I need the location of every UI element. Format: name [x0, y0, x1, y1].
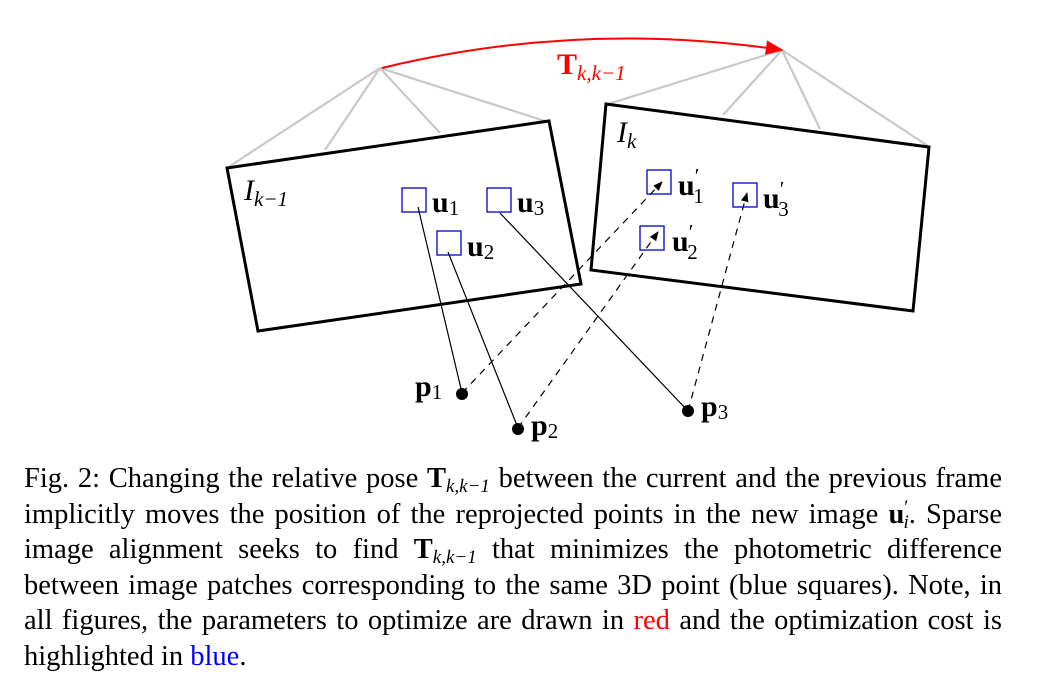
label-p1: p1 [415, 370, 442, 404]
reprojection-lines [461, 181, 749, 429]
caption-pose-symbol-2: T [413, 534, 433, 565]
patch-u2-prime [639, 225, 665, 251]
label-u3: u3 [517, 186, 544, 220]
caption-u-prime: ′ [904, 496, 909, 518]
label-u2: u2 [467, 230, 494, 264]
prev-frame [225, 119, 583, 333]
label-p3: p3 [701, 390, 728, 424]
transform-label: Tk,k−1 [557, 48, 626, 85]
prev-frame-label: Ik−1 [243, 174, 288, 211]
patch-u1 [401, 187, 427, 213]
label-u1-prime: u′ 1 [678, 164, 704, 208]
point-p3 [682, 405, 694, 417]
point-p2 [512, 423, 524, 435]
caption-part3: that minimizes the photometric differenc… [24, 534, 1002, 636]
caption-suffix: . [239, 640, 247, 672]
transform-arrow [381, 37, 784, 69]
point-p1 [456, 388, 468, 400]
caption-part1: between the current and the previous fra… [24, 463, 1002, 530]
caption-red-word: red [633, 605, 670, 636]
caption-pose-subscript: k,k−1 [445, 476, 490, 497]
caption-blue-word: blue [190, 640, 240, 672]
patches [401, 169, 758, 256]
patch-u3 [486, 187, 512, 213]
figure-diagram: Tk,k−1 Ik−1 Ik u1 u2 u3 u′ 1 u′ 2 u′ 3 p1 p… [225, 37, 931, 443]
points [456, 388, 694, 435]
caption-pose-subscript-2: k,k−1 [432, 547, 477, 568]
caption-pose-symbol: T [426, 463, 446, 494]
projection-lines [417, 206, 689, 429]
label-u3-prime: u′ 3 [763, 177, 789, 221]
caption-u-subscript: i [903, 511, 909, 533]
patch-u2 [436, 230, 462, 256]
caption-prefix: Fig. 2: Changing the relative pose [24, 463, 427, 494]
label-u1: u1 [432, 186, 459, 220]
label-u2-prime: u′ 2 [672, 220, 698, 264]
curr-frame [589, 102, 931, 313]
curr-frame-label: Ik [616, 116, 637, 153]
figure-caption: Fig. 2: Changing the relative pose Tk,k−… [24, 461, 1002, 674]
prev-camera-rays [229, 66, 549, 167]
caption-part4: and the optimization cost is highlighted… [24, 605, 1002, 672]
curr-camera-rays [607, 48, 929, 147]
caption-part2: . Sparse image alignment seeks to find [24, 498, 1003, 566]
patch-u3-prime [732, 182, 758, 208]
label-p2: p2 [531, 409, 558, 443]
patch-u1-prime [646, 169, 672, 195]
caption-u-symbol: u [888, 498, 905, 530]
